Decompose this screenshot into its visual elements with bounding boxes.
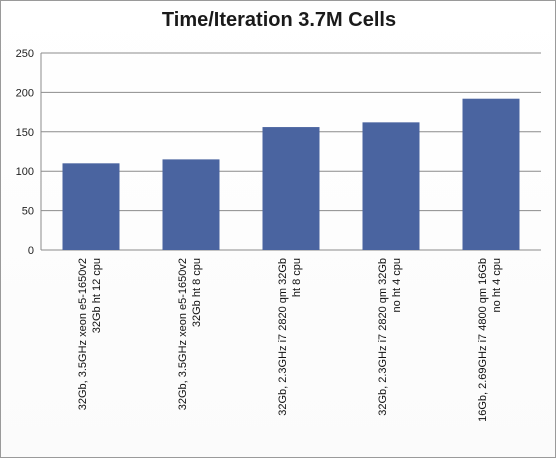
x-tick-label: 32Gb ht 8 cpu: [191, 258, 203, 327]
x-tick-label: ht 8 cpu: [291, 258, 303, 297]
x-tick-label: 32Gb, 3.5GHz xeon e5-1650v2: [177, 258, 189, 410]
bar: [62, 163, 120, 250]
x-tick-label: 16Gb, 2.69GHz i7 4800 qm 16Gb: [477, 258, 489, 422]
x-tick-label: 32Gb, 2.3GHz i7 2820 qm 32Gb: [377, 258, 389, 416]
bar: [462, 98, 520, 250]
x-tick-label: 32Gb, 3.5GHz xeon e5-1650v2: [77, 258, 89, 410]
x-tick-label: no ht 4 cpu: [391, 258, 403, 312]
chart-title: Time/Iteration 3.7M Cells: [161, 9, 397, 31]
y-tick-label: 100: [16, 166, 34, 178]
x-tick-label: no ht 4 cpu: [491, 258, 503, 312]
y-tick-label: 250: [16, 48, 34, 60]
bar: [262, 127, 320, 250]
bar: [362, 122, 420, 250]
y-tick-label: 50: [22, 206, 34, 218]
bar: [162, 159, 220, 250]
y-tick-label: 0: [28, 245, 34, 257]
x-tick-label: 32Gb ht 12 cpu: [91, 258, 103, 333]
y-tick-label: 200: [16, 87, 34, 99]
x-tick-label: 32Gb, 2.3GHz i7 2820 qm 32Gb: [277, 258, 289, 416]
y-tick-label: 150: [16, 127, 34, 139]
